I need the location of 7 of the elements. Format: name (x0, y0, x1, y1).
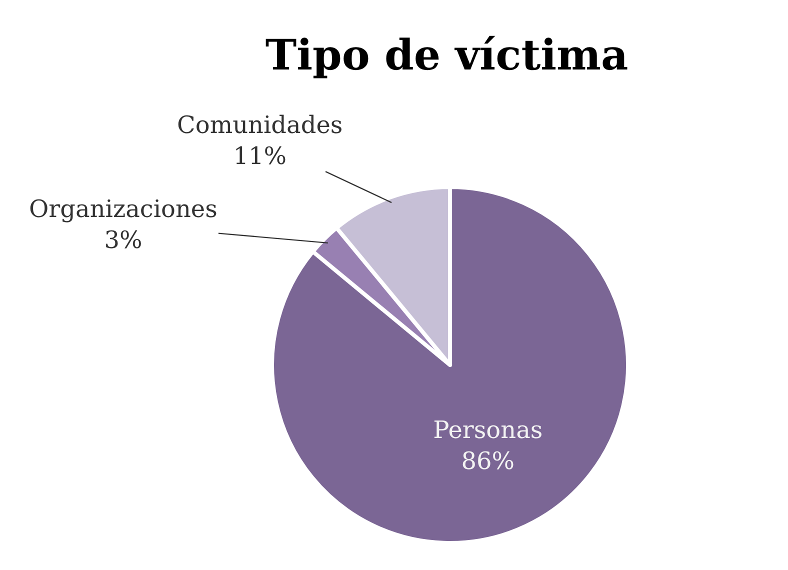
slice-label: Comunidades (177, 111, 343, 139)
slice-label: Personas (433, 416, 543, 444)
chart-title: Tipo de víctima (265, 30, 628, 80)
data-label: 86% (461, 447, 515, 476)
slice-label: Organizaciones (29, 195, 218, 223)
data-label: 11% (233, 142, 287, 170)
data-label: 3% (104, 226, 142, 254)
